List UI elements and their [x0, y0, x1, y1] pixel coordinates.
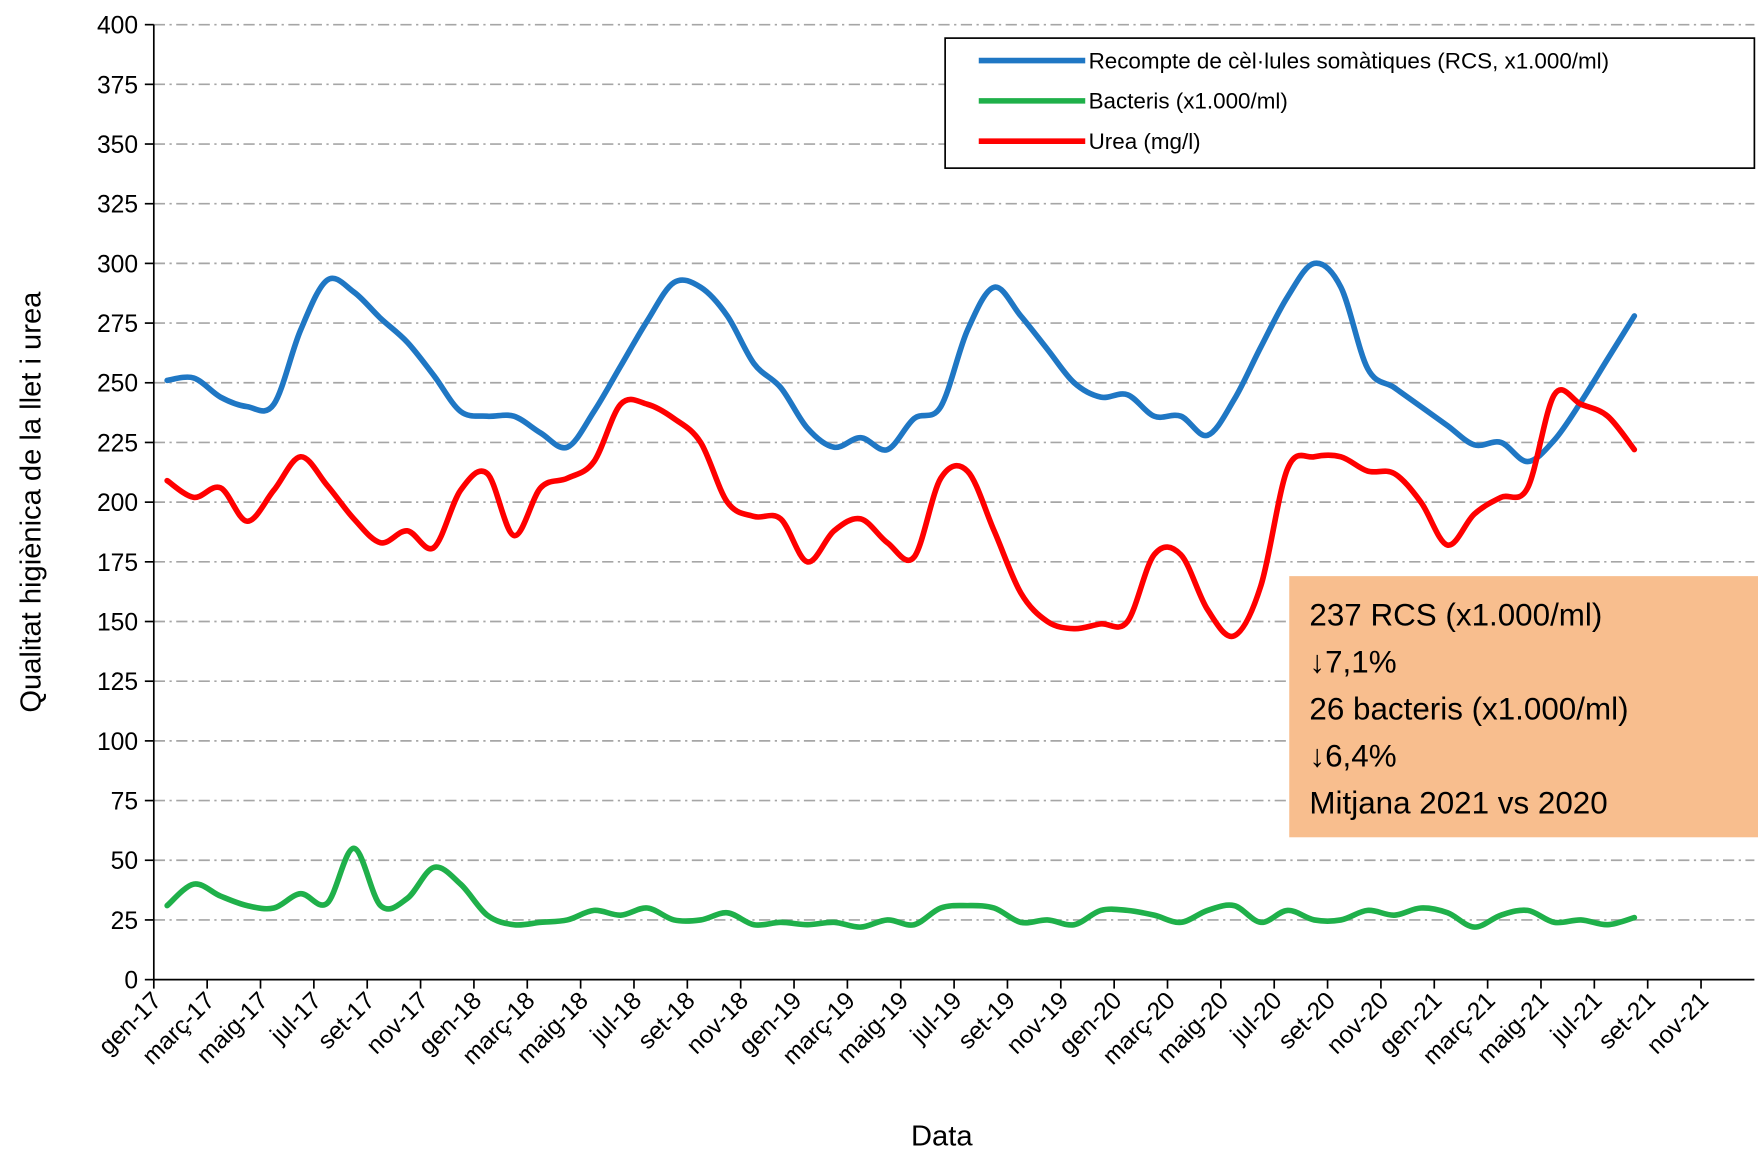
annotation-text: ↓6,4% [1309, 739, 1396, 774]
series-line [164, 260, 1638, 465]
y-tick-label: 125 [97, 669, 138, 696]
y-axis-label: Qualitat higiènica de la llet i urea [16, 291, 48, 713]
legend-label: Recompte de cèl·lules somàtiques (RCS, x… [1089, 48, 1610, 73]
y-tick-label: 225 [97, 430, 138, 457]
y-tick-label: 200 [97, 490, 138, 517]
annotation-text: Mitjana 2021 vs 2020 [1309, 786, 1607, 821]
y-tick-label: 25 [111, 908, 138, 935]
y-tick-label: 0 [124, 968, 138, 995]
y-tick-label: 50 [111, 848, 138, 875]
y-tick-label: 400 [97, 13, 138, 40]
y-tick-label: 275 [97, 311, 138, 338]
y-tick-label: 150 [97, 609, 138, 636]
y-tick-label: 350 [97, 132, 138, 159]
y-tick-label: 100 [97, 729, 138, 756]
y-tick-label: 175 [97, 550, 138, 577]
y-tick-label: 250 [97, 371, 138, 398]
legend-label: Bacteris (x1.000/ml) [1089, 89, 1288, 114]
legend-label: Urea (mg/l) [1089, 129, 1201, 154]
annotation-text: ↓7,1% [1309, 645, 1396, 680]
annotation-text: 26 bacteris (x1.000/ml) [1309, 692, 1628, 727]
annotation-text: 237 RCS (x1.000/ml) [1309, 597, 1602, 632]
x-tick-label: nov-21 [1642, 987, 1714, 1059]
y-tick-label: 375 [97, 72, 138, 99]
annotation-box [1289, 576, 1758, 838]
y-tick-label: 325 [97, 192, 138, 219]
x-axis-label: Data [911, 1121, 973, 1150]
y-tick-label: 300 [97, 251, 138, 278]
y-tick-label: 75 [111, 789, 138, 816]
series-line [164, 845, 1638, 930]
series-line [164, 387, 1638, 640]
